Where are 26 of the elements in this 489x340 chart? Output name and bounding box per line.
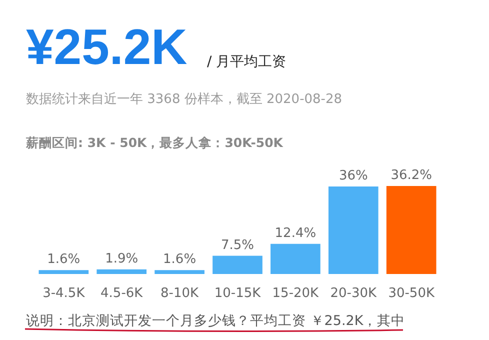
- data-label: 7.5%: [220, 238, 254, 253]
- x-tick-label: 15-20K: [272, 286, 320, 301]
- data-label: 1.9%: [105, 251, 138, 266]
- text: 说明：北京测试开发一个月多少钱？平均工资 ￥25.2K，其中: [26, 313, 406, 329]
- bar: [96, 269, 147, 274]
- bar: [386, 186, 436, 274]
- x-tick-label: 30-50K: [388, 286, 435, 301]
- bar: [212, 256, 262, 274]
- data-label: 36.2%: [390, 168, 432, 183]
- x-tick-label: 10-15K: [214, 286, 262, 301]
- bar: [38, 270, 89, 274]
- text: 薪酬区间: 3K - 50K，最多人拿：30K-50K: [25, 135, 284, 150]
- data-label: 1.6%: [163, 252, 196, 268]
- data-label: 36%: [338, 168, 368, 184]
- chart-subtitle: / 月平均工资: [207, 54, 286, 70]
- bar: [154, 270, 204, 274]
- x-tick-label: 3-4.5K: [42, 286, 86, 301]
- data-label: 12.4%: [274, 226, 316, 241]
- chart-title: ¥25.2K: [26, 19, 188, 75]
- x-tick-label: 4.5-6K: [100, 286, 144, 301]
- data-label: 1.6%: [47, 252, 80, 268]
- x-tick-label: 8-10K: [160, 286, 200, 301]
- bar: [328, 186, 378, 274]
- x-tick-label: 20-30K: [330, 286, 378, 301]
- bar: [270, 244, 320, 274]
- text: 数据统计来自近一年 3368 份样本，截至 2020-08-28: [26, 92, 342, 107]
